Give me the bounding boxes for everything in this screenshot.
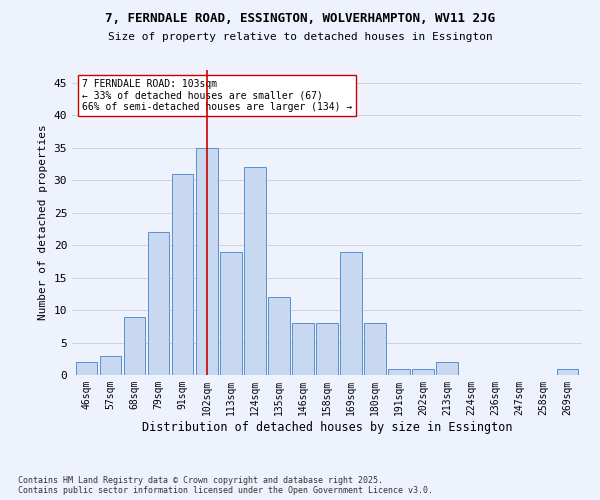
Text: Size of property relative to detached houses in Essington: Size of property relative to detached ho… [107, 32, 493, 42]
Y-axis label: Number of detached properties: Number of detached properties [38, 124, 48, 320]
Bar [268, 297, 290, 375]
Bar [388, 368, 410, 375]
Bar [412, 368, 434, 375]
Bar [196, 148, 218, 375]
Bar [220, 252, 242, 375]
Text: 7, FERNDALE ROAD, ESSINGTON, WOLVERHAMPTON, WV11 2JG: 7, FERNDALE ROAD, ESSINGTON, WOLVERHAMPT… [105, 12, 495, 26]
Bar [148, 232, 169, 375]
Text: Contains HM Land Registry data © Crown copyright and database right 2025.
Contai: Contains HM Land Registry data © Crown c… [18, 476, 433, 495]
Bar [244, 168, 266, 375]
Bar [557, 368, 578, 375]
Bar [172, 174, 193, 375]
Bar [100, 356, 121, 375]
Bar [124, 316, 145, 375]
Bar [316, 323, 338, 375]
X-axis label: Distribution of detached houses by size in Essington: Distribution of detached houses by size … [142, 420, 512, 434]
Bar [436, 362, 458, 375]
Bar [340, 252, 362, 375]
Bar [292, 323, 314, 375]
Bar [76, 362, 97, 375]
Bar [364, 323, 386, 375]
Text: 7 FERNDALE ROAD: 103sqm
← 33% of detached houses are smaller (67)
66% of semi-de: 7 FERNDALE ROAD: 103sqm ← 33% of detache… [82, 79, 352, 112]
